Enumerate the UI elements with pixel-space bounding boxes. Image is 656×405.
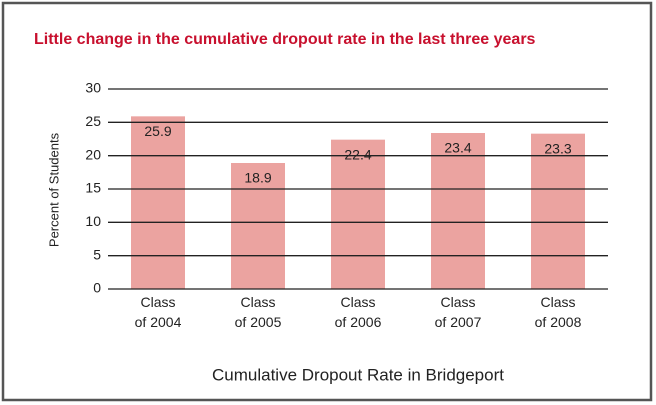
bar: [431, 133, 485, 289]
value-label: 18.9: [244, 170, 271, 186]
y-tick-label: 5: [93, 246, 101, 262]
bar: [331, 139, 385, 289]
x-axis-label: Cumulative Dropout Rate in Bridgeport: [212, 365, 504, 384]
bar: [531, 133, 585, 289]
value-label: 25.9: [144, 123, 171, 139]
value-label: 23.4: [444, 140, 471, 156]
y-tick-label: 0: [93, 280, 101, 296]
y-tick-label: 20: [85, 146, 101, 162]
value-label: 23.3: [544, 140, 571, 156]
bar: [231, 163, 285, 289]
y-axis-label: Percent of Students: [46, 132, 61, 247]
chart-title: Little change in the cumulative dropout …: [34, 31, 536, 48]
bar: [131, 116, 185, 289]
y-tick-label: 15: [85, 180, 101, 196]
x-tick-label: Class of 2004: [135, 294, 182, 330]
y-tick-label: 25: [85, 113, 101, 129]
x-tick-label: Class of 2008: [535, 294, 582, 330]
value-label: 22.4: [344, 146, 371, 162]
x-tick-label: Class of 2005: [235, 294, 282, 330]
x-tick-label: Class of 2006: [335, 294, 382, 330]
y-tick-label: 30: [85, 80, 101, 96]
y-tick-label: 10: [85, 213, 101, 229]
x-tick-label: Class of 2007: [435, 294, 482, 330]
